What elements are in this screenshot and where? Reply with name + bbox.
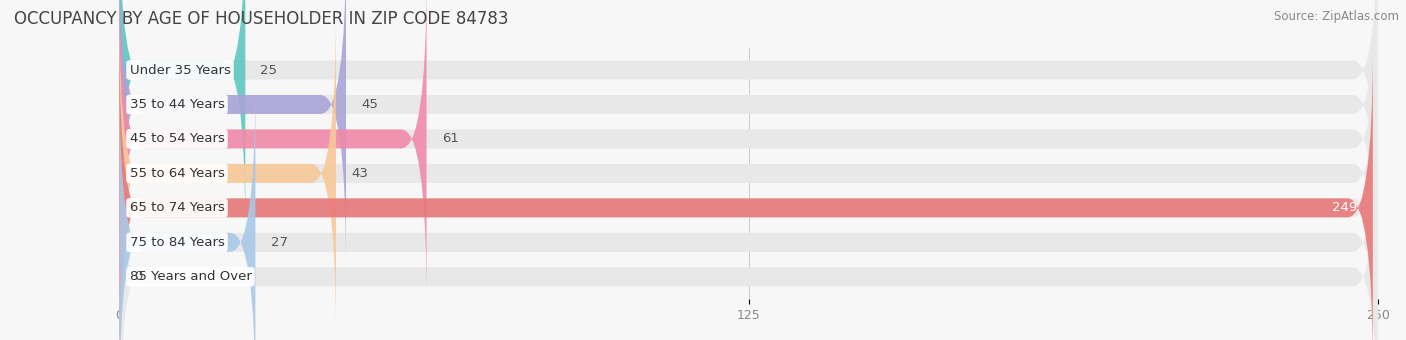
FancyBboxPatch shape	[120, 11, 1378, 336]
FancyBboxPatch shape	[120, 80, 256, 340]
FancyBboxPatch shape	[120, 45, 1372, 340]
FancyBboxPatch shape	[120, 11, 336, 336]
FancyBboxPatch shape	[120, 0, 1378, 302]
FancyBboxPatch shape	[120, 0, 426, 302]
Text: 55 to 64 Years: 55 to 64 Years	[129, 167, 225, 180]
FancyBboxPatch shape	[120, 114, 1378, 340]
Text: 45: 45	[361, 98, 378, 111]
Text: 65 to 74 Years: 65 to 74 Years	[129, 201, 225, 214]
Text: 0: 0	[135, 270, 143, 283]
FancyBboxPatch shape	[120, 80, 1378, 340]
Text: OCCUPANCY BY AGE OF HOUSEHOLDER IN ZIP CODE 84783: OCCUPANCY BY AGE OF HOUSEHOLDER IN ZIP C…	[14, 10, 509, 28]
Text: Under 35 Years: Under 35 Years	[129, 64, 231, 76]
Text: 27: 27	[270, 236, 287, 249]
Text: 25: 25	[260, 64, 277, 76]
Text: 45 to 54 Years: 45 to 54 Years	[129, 133, 225, 146]
Text: 61: 61	[441, 133, 458, 146]
Text: 249: 249	[1333, 201, 1358, 214]
Text: 75 to 84 Years: 75 to 84 Years	[129, 236, 225, 249]
Text: 43: 43	[352, 167, 368, 180]
FancyBboxPatch shape	[120, 0, 1378, 267]
FancyBboxPatch shape	[120, 0, 1378, 233]
FancyBboxPatch shape	[120, 267, 122, 286]
Text: Source: ZipAtlas.com: Source: ZipAtlas.com	[1274, 10, 1399, 23]
FancyBboxPatch shape	[120, 45, 1378, 340]
FancyBboxPatch shape	[120, 0, 246, 233]
FancyBboxPatch shape	[120, 0, 346, 267]
Text: 85 Years and Over: 85 Years and Over	[129, 270, 252, 283]
Text: 35 to 44 Years: 35 to 44 Years	[129, 98, 225, 111]
